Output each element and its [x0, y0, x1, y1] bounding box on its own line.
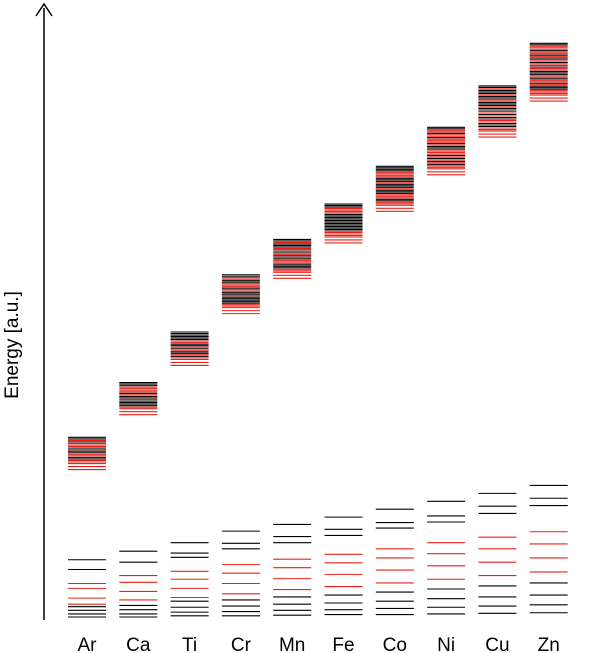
- x-tick-label-Mn: Mn: [279, 635, 305, 653]
- x-tick-label-Ca: Ca: [126, 635, 151, 653]
- x-tick-label-Zn: Zn: [538, 635, 560, 653]
- x-tick-label-Cu: Cu: [485, 635, 509, 653]
- x-tick-label-Ti: Ti: [182, 635, 197, 653]
- x-tick-label-Ni: Ni: [437, 635, 455, 653]
- levels-group: [68, 42, 568, 618]
- x-tick-labels: Ar Ca Ti Cr Mn Fe Co Ni Cu Zn: [78, 635, 560, 653]
- x-tick-label-Fe: Fe: [332, 635, 354, 653]
- x-tick-label-Co: Co: [383, 635, 407, 653]
- y-axis-arrow-icon: [35, 2, 53, 17]
- x-tick-label-Cr: Cr: [231, 635, 252, 653]
- y-axis-label: Energy [a.u.]: [2, 291, 23, 399]
- x-tick-label-Ar: Ar: [78, 635, 98, 653]
